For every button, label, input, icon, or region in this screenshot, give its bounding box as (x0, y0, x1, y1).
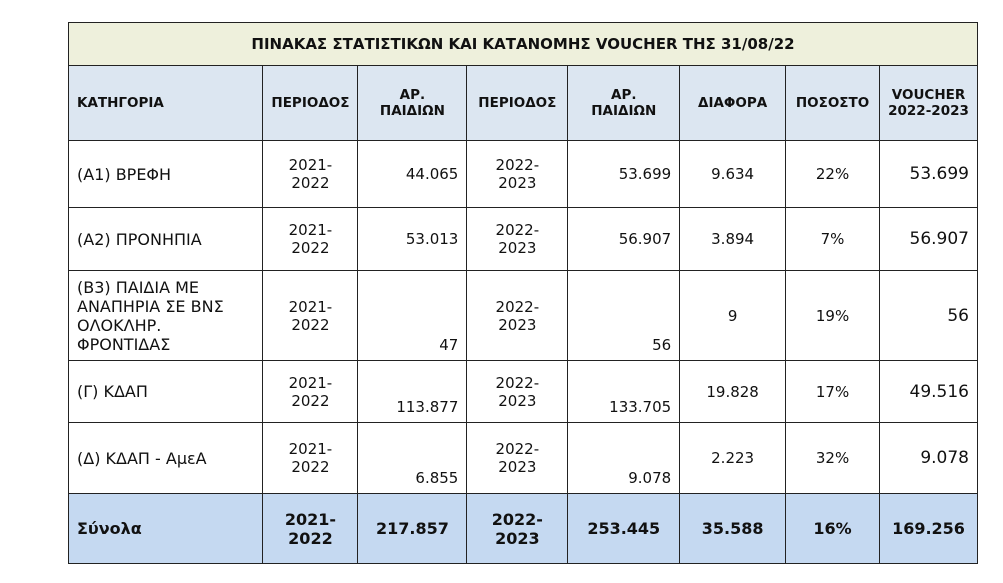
data-cell: 7% (785, 207, 881, 271)
data-cell: 49.516 (879, 360, 978, 423)
data-cell: 9.078 (879, 422, 978, 494)
data-cell: 2022-2023 (466, 140, 569, 208)
period: 2021-2022 (288, 297, 333, 334)
data-cell: 2021-2022 (262, 207, 359, 271)
period: 2022-2023 (495, 297, 540, 334)
data-cell: 53.699 (567, 140, 681, 208)
data-cell: (Γ) ΚΔΑΠ (67, 360, 264, 423)
header-cell: ΠΕΡΙΟΔΟΣ (466, 65, 569, 141)
table-body: ΠΙΝΑΚΑΣ ΣΤΑΤΙΣΤΙΚΩΝ ΚΑΙ ΚΑΤΑΝΟΜΗΣ VOUCHE… (67, 22, 978, 564)
period: 2022-2023 (495, 373, 540, 410)
stats-table: ΠΙΝΑΚΑΣ ΣΤΑΤΙΣΤΙΚΩΝ ΚΑΙ ΚΑΤΑΝΟΜΗΣ VOUCHE… (67, 22, 978, 564)
data-cell: 9 (679, 270, 787, 361)
totals-row: Σύνολα 2021-2022 217.857 2022-2023 253.445 35… (67, 493, 978, 564)
total-cell: 169.256 (879, 493, 978, 564)
period: 2021-2022 (288, 156, 333, 192)
data-cell: 2021-2022 (262, 422, 359, 494)
period: 2022-2023 (495, 156, 540, 192)
data-row: (Γ) ΚΔΑΠ 2021-2022 113.877 2022-2023 133.705… (67, 360, 978, 423)
data-row: (Α1) ΒΡΕΦΗ 2021-2022 44.065 2022-2023 53.699… (67, 140, 978, 208)
header-cell: ΚΑΤΗΓΟΡΙΑ (67, 65, 264, 141)
data-cell: 2022-2023 (466, 270, 569, 361)
total-cell: 35.588 (679, 493, 787, 564)
total-cell: 16% (785, 493, 881, 564)
data-cell: (Δ) ΚΔΑΠ - ΑμεΑ (67, 422, 264, 494)
data-cell: 2021-2022 (262, 140, 359, 208)
data-cell: (Α1) ΒΡΕΦΗ (67, 140, 264, 208)
data-cell: 56 (567, 270, 681, 361)
data-cell: 53.013 (357, 207, 468, 271)
data-cell: 56.907 (567, 207, 681, 271)
header-cell: ΠΕΡΙΟΔΟΣ (262, 65, 359, 141)
data-cell: 56.907 (879, 207, 978, 271)
data-cell: 17% (785, 360, 881, 423)
data-cell: 19.828 (679, 360, 787, 423)
data-cell: (Β3) ΠΑΙΔΙΑ ΜΕ ΑΝΑΠΗΡΙΑ ΣΕ ΒΝΣ ΟΛΟΚΛΗΡ. … (67, 270, 264, 361)
data-row: (Α2) ΠΡΟΝΗΠΙΑ 2021-2022 53.013 2022-2023 56.… (67, 207, 978, 271)
data-cell: 6.855 (357, 422, 468, 494)
period: 2022-2023 (495, 221, 540, 257)
header-row: ΚΑΤΗΓΟΡΙΑ ΠΕΡΙΟΔΟΣ ΑΡ. ΠΑΙΔΙΩΝ ΠΕΡΙΟΔΟΣ ΑΡ. … (67, 65, 978, 141)
period: 2021-2022 (288, 221, 333, 257)
title-row: ΠΙΝΑΚΑΣ ΣΤΑΤΙΣΤΙΚΩΝ ΚΑΙ ΚΑΤΑΝΟΜΗΣ VOUCHE… (68, 22, 978, 66)
period: 2022-2023 (495, 440, 540, 476)
data-row: (Δ) ΚΔΑΠ - ΑμεΑ 2021-2022 6.855 2022-2023 9.… (67, 422, 978, 494)
header-cell: ΔΙΑΦΟΡΑ (679, 65, 787, 141)
header-cell: ΑΡ. ΠΑΙΔΙΩΝ (567, 65, 681, 141)
period: 2022-2023 (491, 509, 543, 548)
total-cell: 2022-2023 (466, 493, 569, 564)
data-cell: 9.078 (567, 422, 681, 494)
data-cell: 2022-2023 (466, 207, 569, 271)
data-cell: 9.634 (679, 140, 787, 208)
data-cell: 113.877 (357, 360, 468, 423)
data-cell: 22% (785, 140, 881, 208)
period: 2021-2022 (288, 440, 333, 476)
data-cell: 2022-2023 (466, 360, 569, 423)
data-cell: 3.894 (679, 207, 787, 271)
data-row: (Β3) ΠΑΙΔΙΑ ΜΕ ΑΝΑΠΗΡΙΑ ΣΕ ΒΝΣ ΟΛΟΚΛΗΡ. … (67, 270, 978, 361)
total-cell: Σύνολα (67, 493, 264, 564)
data-cell: 32% (785, 422, 881, 494)
data-cell: 2022-2023 (466, 422, 569, 494)
total-cell: 253.445 (567, 493, 681, 564)
data-cell: 133.705 (567, 360, 681, 423)
period: 2021-2022 (288, 373, 333, 410)
header-cell: ΑΡ. ΠΑΙΔΙΩΝ (357, 65, 468, 141)
table-title: ΠΙΝΑΚΑΣ ΣΤΑΤΙΣΤΙΚΩΝ ΚΑΙ ΚΑΤΑΝΟΜΗΣ VOUCHE… (68, 22, 978, 66)
data-cell: 19% (785, 270, 881, 361)
data-cell: 47 (357, 270, 468, 361)
data-cell: 53.699 (879, 140, 978, 208)
data-cell: 2021-2022 (262, 360, 359, 423)
period: 2021-2022 (284, 509, 337, 548)
data-cell: 56 (879, 270, 978, 361)
data-cell: 2.223 (679, 422, 787, 494)
data-cell: (Α2) ΠΡΟΝΗΠΙΑ (67, 207, 264, 271)
data-cell: 2021-2022 (262, 270, 359, 361)
total-cell: 2021-2022 (262, 493, 359, 564)
data-cell: 44.065 (357, 140, 468, 208)
total-cell: 217.857 (357, 493, 468, 564)
header-cell: ΠΟΣΟΣΤΟ (785, 65, 881, 141)
header-cell: VOUCHER 2022-2023 (879, 65, 978, 141)
